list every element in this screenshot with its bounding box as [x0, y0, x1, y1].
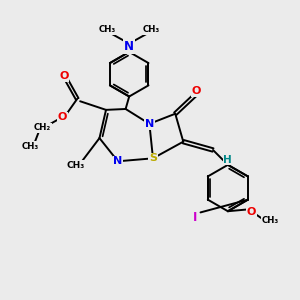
Text: CH₂: CH₂: [34, 123, 51, 132]
Text: H: H: [224, 154, 232, 164]
Text: CH₃: CH₃: [262, 216, 279, 225]
Text: N: N: [113, 156, 122, 166]
Text: CH₃: CH₃: [67, 161, 85, 170]
Text: I: I: [193, 211, 197, 224]
Text: N: N: [145, 119, 154, 129]
Text: S: S: [149, 153, 157, 163]
Text: O: O: [58, 112, 67, 122]
Text: CH₃: CH₃: [143, 25, 160, 34]
Text: O: O: [247, 207, 256, 218]
Text: O: O: [59, 71, 68, 81]
Text: CH₃: CH₃: [22, 142, 39, 151]
Text: O: O: [192, 86, 201, 96]
Text: CH₃: CH₃: [98, 25, 116, 34]
Text: N: N: [124, 40, 134, 53]
